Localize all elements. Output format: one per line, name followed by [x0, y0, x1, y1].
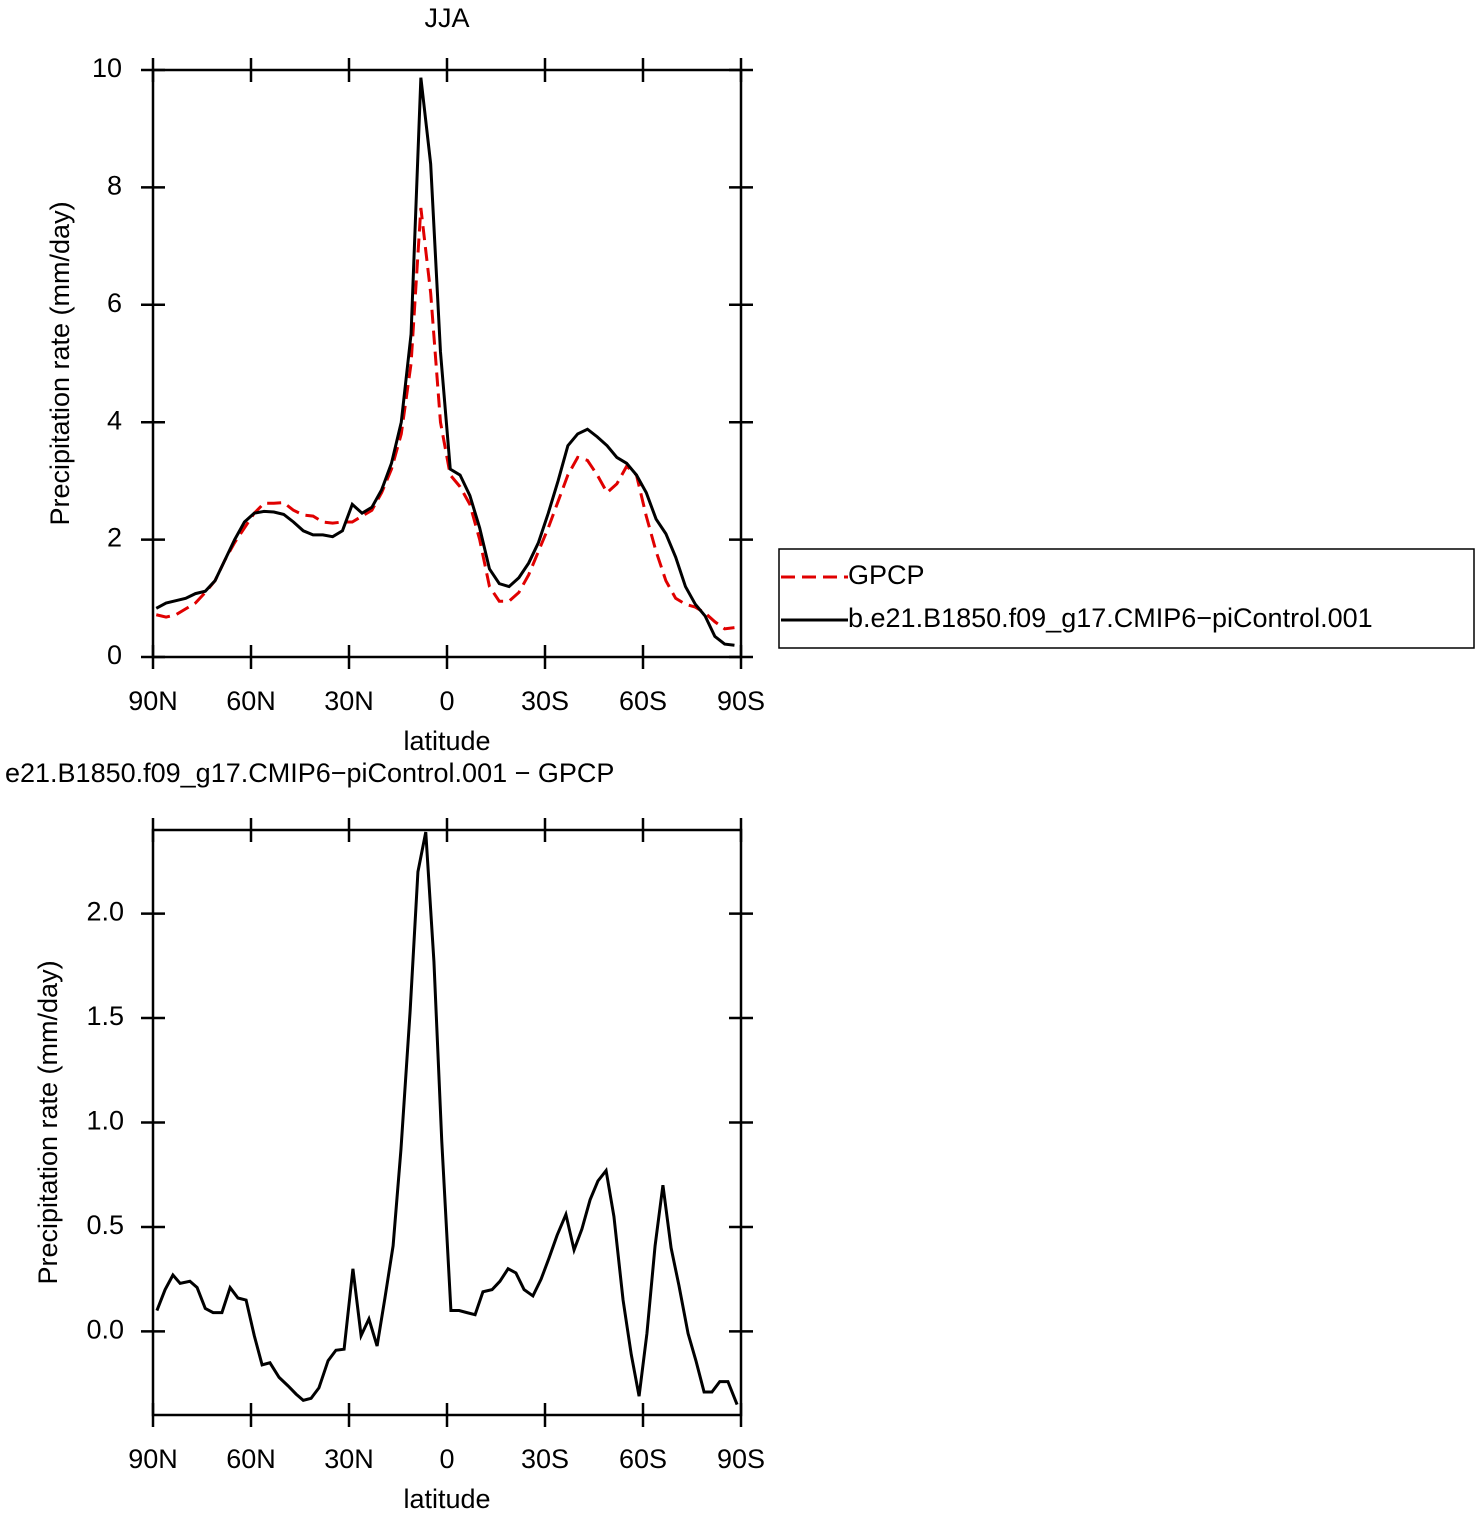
x-axis-label: latitude	[403, 1484, 490, 1514]
y-tick-label: 0.0	[86, 1315, 124, 1345]
x-tick-label: 30S	[521, 1444, 569, 1474]
y-tick-label: 2.0	[86, 897, 124, 927]
chart-title: JJA	[424, 3, 469, 33]
x-tick-label: 90S	[717, 1444, 765, 1474]
y-tick-label: 1.5	[86, 1001, 124, 1031]
x-tick-label: 30N	[324, 686, 374, 716]
plot-frame	[151, 68, 743, 659]
x-tick-label: 30S	[521, 686, 569, 716]
x-tick-label: 90N	[128, 686, 178, 716]
x-tick-label: 30N	[324, 1444, 374, 1474]
x-tick-label: 60N	[226, 686, 276, 716]
y-axis-label: Precipitation rate (mm/day)	[45, 201, 75, 525]
x-tick-label: 60N	[226, 1444, 276, 1474]
y-tick-label: 10	[92, 53, 122, 83]
x-tick-label: 90S	[717, 686, 765, 716]
x-tick-label: 0	[439, 686, 454, 716]
x-axis-label: latitude	[403, 726, 490, 756]
legend-label: b.e21.B1850.f09_g17.CMIP6−piControl.001	[848, 603, 1373, 633]
legend-label: GPCP	[848, 560, 925, 590]
data-line	[155, 831, 739, 1406]
y-tick-label: 8	[107, 171, 122, 201]
data-line	[155, 77, 735, 647]
y-tick-label: 6	[107, 288, 122, 318]
x-tick-label: 60S	[619, 1444, 667, 1474]
chart-title: e21.B1850.f09_g17.CMIP6−piControl.001 − …	[5, 758, 614, 788]
y-tick-label: 1.0	[86, 1106, 124, 1136]
y-tick-label: 2	[107, 523, 122, 553]
x-tick-label: 0	[439, 1444, 454, 1474]
legend-box	[778, 548, 1475, 649]
y-axis-label: Precipitation rate (mm/day)	[33, 960, 63, 1284]
x-tick-label: 90N	[128, 1444, 178, 1474]
y-tick-label: 0	[107, 640, 122, 670]
plot-frame	[151, 828, 743, 1417]
x-tick-label: 60S	[619, 686, 667, 716]
y-tick-label: 0.5	[86, 1210, 124, 1240]
y-tick-label: 4	[107, 405, 122, 435]
